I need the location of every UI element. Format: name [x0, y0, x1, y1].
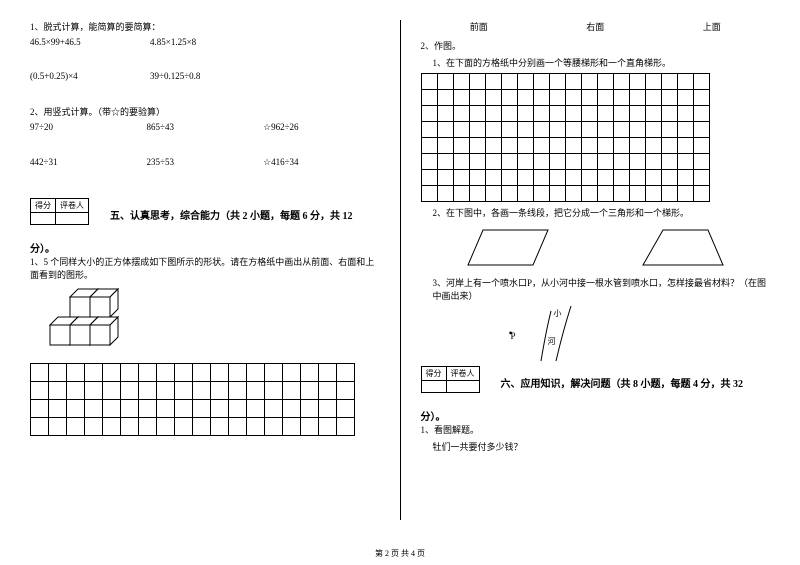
drawing-grid — [421, 73, 710, 202]
fen-label: 分）。 — [30, 244, 55, 255]
parallelogram-icon — [463, 225, 553, 270]
expr: (0.5+0.25)×4 — [30, 71, 150, 81]
fen-label: 分）。 — [421, 412, 446, 423]
q1-title: 1、脱式计算，能简算的要简算： — [30, 20, 380, 33]
river-figure: P • 小 河 — [491, 306, 771, 366]
q1-row2: (0.5+0.25)×4 39÷0.125÷0.8 — [30, 71, 380, 81]
expr: 97÷20 — [30, 122, 147, 133]
q2-drawing-title: 2、作图。 — [421, 39, 771, 52]
expr: ☆962÷26 — [263, 122, 380, 133]
q6-1b-text: 牡们一共要付多少钱？ — [421, 440, 771, 453]
grader-label: 评卷人 — [56, 199, 89, 213]
expr: 46.5×99+46.5 — [30, 37, 150, 47]
score-box: 得分 评卷人 — [421, 366, 480, 393]
q2-row1: 97÷20 865÷43 ☆962÷26 — [30, 122, 380, 133]
cubes-figure — [30, 287, 380, 357]
expr: 865÷43 — [147, 122, 264, 133]
score-box: 得分 评卷人 — [30, 198, 89, 225]
view-labels: 前面 右面 上面 — [421, 20, 771, 33]
q2-row2: 442÷31 235÷53 ☆416÷34 — [30, 157, 380, 168]
expr: 39÷0.125÷0.8 — [150, 71, 380, 81]
expr: 4.85×1.25×8 — [150, 37, 380, 47]
section-5-title: 五、认真思考，综合能力（共 2 小题，每题 6 分，共 12 — [110, 211, 353, 222]
left-column: 1、脱式计算，能简算的要简算： 46.5×99+46.5 4.85×1.25×8… — [30, 20, 380, 520]
right-column: 前面 右面 上面 2、作图。 1、在下面的方格纸中分别画一个等腰梯形和一个直角梯… — [421, 20, 771, 520]
column-divider — [400, 20, 401, 520]
q2-2-text: 2、在下图中，各画一条线段，把它分成一个三角形和一个梯形。 — [421, 206, 771, 219]
expr: 442÷31 — [30, 157, 147, 168]
xiao-label: 小 — [554, 308, 562, 319]
grader-label: 评卷人 — [446, 367, 479, 381]
q1-row1: 46.5×99+46.5 4.85×1.25×8 — [30, 37, 380, 47]
q2-1-text: 1、在下面的方格纸中分别画一个等腰梯形和一个直角梯形。 — [421, 56, 771, 69]
page-container: 1、脱式计算，能简算的要简算： 46.5×99+46.5 4.85×1.25×8… — [30, 20, 770, 520]
score-label: 得分 — [421, 367, 446, 381]
view-front: 前面 — [470, 20, 488, 33]
q2-title: 2、用竖式计算。（带☆的要验算） — [30, 105, 380, 118]
score-label: 得分 — [31, 199, 56, 213]
view-right: 右面 — [586, 20, 604, 33]
q5-1-text: 1、5 个同样大小的正方体摆成如下图所示的形状。请在方格纸中画出从前面、右面和上… — [30, 255, 380, 281]
he-label: 河 — [548, 336, 556, 347]
shapes-row — [421, 225, 771, 270]
q2-3-text: 3、河岸上有一个喷水口P，从小河中接一根水管到喷水口，怎样接最省材料？（在图中画… — [421, 276, 771, 302]
section-6-title: 六、应用知识，解决问题（共 8 小题，每题 4 分，共 32 — [501, 379, 744, 390]
view-top: 上面 — [703, 20, 721, 33]
q6-1-text: 1、看图解题。 — [421, 423, 771, 436]
trapezoid-icon — [638, 225, 728, 270]
expr: 235÷53 — [147, 157, 264, 168]
answer-grid — [30, 363, 355, 436]
page-footer: 第 2 页 共 4 页 — [0, 548, 800, 559]
expr: ☆416÷34 — [263, 157, 380, 168]
